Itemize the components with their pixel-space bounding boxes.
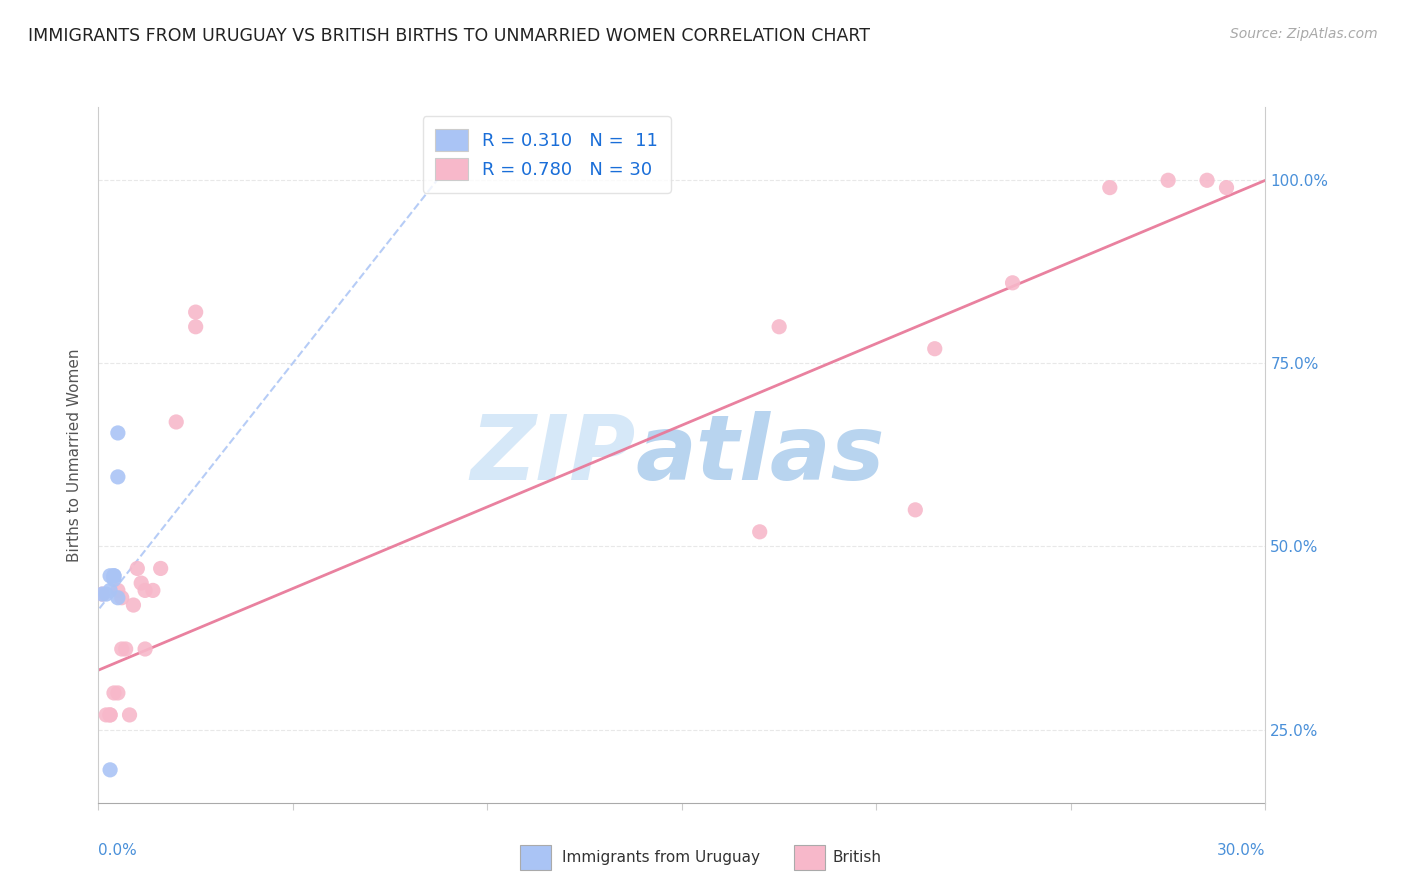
Point <box>1001 276 1024 290</box>
Point <box>114 642 136 657</box>
Point <box>118 707 141 722</box>
Point <box>122 598 145 612</box>
Point <box>184 305 207 319</box>
Point <box>98 568 121 582</box>
Point <box>98 707 121 722</box>
Point <box>111 591 134 605</box>
Text: atlas: atlas <box>636 411 884 499</box>
Point <box>96 587 118 601</box>
Point <box>149 561 172 575</box>
Point <box>184 319 207 334</box>
Point <box>111 642 134 657</box>
Point <box>103 568 125 582</box>
Point <box>904 503 927 517</box>
Point <box>107 583 129 598</box>
Y-axis label: Births to Unmarried Women: Births to Unmarried Women <box>67 348 83 562</box>
Point <box>134 583 156 598</box>
Point <box>1098 180 1121 194</box>
Point <box>1157 173 1180 187</box>
Point <box>91 587 114 601</box>
Point <box>98 707 121 722</box>
Text: British: British <box>832 850 882 864</box>
Text: Immigrants from Uruguay: Immigrants from Uruguay <box>562 850 761 864</box>
Point <box>165 415 187 429</box>
Text: IMMIGRANTS FROM URUGUAY VS BRITISH BIRTHS TO UNMARRIED WOMEN CORRELATION CHART: IMMIGRANTS FROM URUGUAY VS BRITISH BIRTH… <box>28 27 870 45</box>
Point <box>96 707 118 722</box>
Point <box>103 568 125 582</box>
Legend: R = 0.310   N =  11, R = 0.780   N = 30: R = 0.310 N = 11, R = 0.780 N = 30 <box>423 116 671 193</box>
Point <box>1215 180 1237 194</box>
Point <box>129 576 152 591</box>
Point <box>91 587 114 601</box>
Point <box>103 686 125 700</box>
Point <box>98 763 121 777</box>
Point <box>107 591 129 605</box>
Point <box>1195 173 1218 187</box>
Text: ZIP: ZIP <box>470 411 636 499</box>
Point <box>98 583 121 598</box>
Point <box>107 686 129 700</box>
Point <box>142 583 165 598</box>
Text: Source: ZipAtlas.com: Source: ZipAtlas.com <box>1230 27 1378 41</box>
Point <box>768 319 790 334</box>
Point <box>107 425 129 440</box>
Point <box>748 524 770 539</box>
Point <box>924 342 946 356</box>
Text: 0.0%: 0.0% <box>98 843 138 858</box>
Point <box>103 573 125 587</box>
Point <box>127 561 149 575</box>
Text: 30.0%: 30.0% <box>1218 843 1265 858</box>
Point <box>107 470 129 484</box>
Point <box>134 642 156 657</box>
